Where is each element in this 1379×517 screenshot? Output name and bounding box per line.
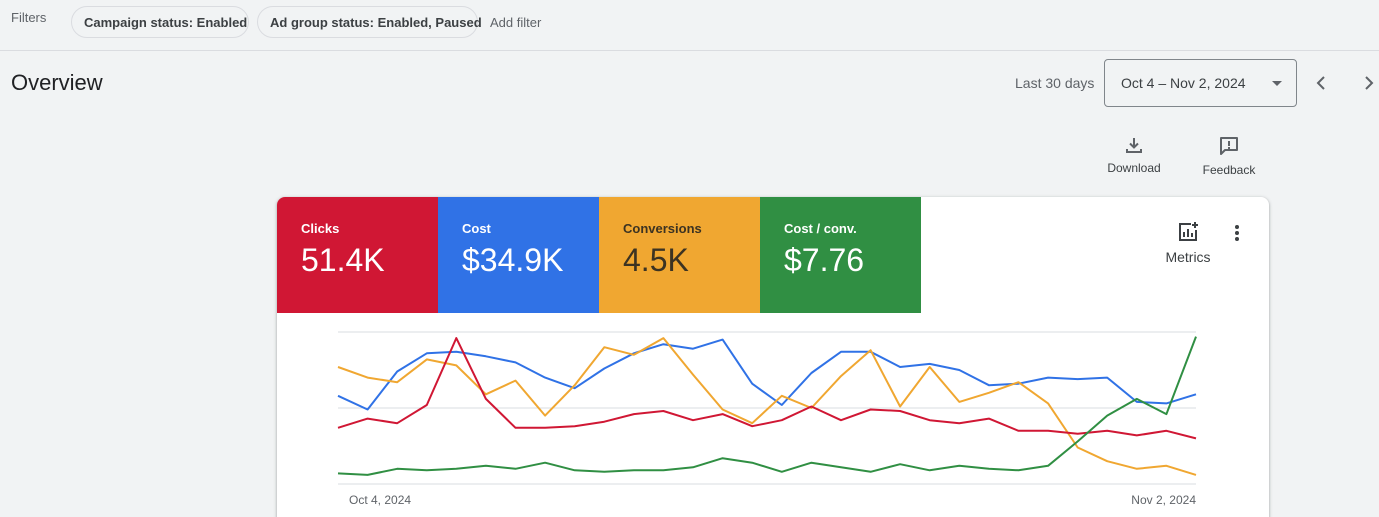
- scorecard-conversions[interactable]: Conversions 4.5K: [599, 197, 760, 313]
- scorecard-value: $7.76: [784, 242, 865, 278]
- add-filter-link[interactable]: Add filter: [490, 15, 542, 30]
- download-button[interactable]: Download: [1094, 135, 1174, 175]
- scorecard-clicks[interactable]: Clicks 51.4K: [277, 197, 438, 313]
- filter-chip-label: Campaign status: Enabled: [84, 14, 248, 30]
- more-vert-icon: [1235, 225, 1239, 241]
- scorecard-label: Cost: [462, 221, 491, 236]
- series-line-cost_per_conv: [337, 336, 1197, 476]
- series-line-cost: [337, 338, 1197, 411]
- filters-label: Filters: [11, 10, 47, 25]
- scorecard-value: $34.9K: [462, 242, 564, 278]
- performance-card: Clicks 51.4K Cost $34.9K Conversions 4.5…: [277, 197, 1269, 517]
- feedback-button[interactable]: Feedback: [1189, 135, 1269, 177]
- download-icon: [1126, 138, 1142, 153]
- metrics-button[interactable]: Metrics: [1157, 221, 1219, 265]
- performance-line-chart: Oct 4, 2024 Nov 2, 2024: [337, 331, 1197, 507]
- scorecard-label: Cost / conv.: [784, 221, 857, 236]
- scorecard-value: 4.5K: [623, 242, 689, 278]
- series-line-clicks: [337, 337, 1197, 440]
- filter-chip-label: Ad group status: Enabled, Paused: [270, 14, 482, 30]
- chevron-left-icon: [1316, 76, 1325, 90]
- x-tick-end: Nov 2, 2024: [1131, 493, 1196, 507]
- scorecard-label: Clicks: [301, 221, 340, 236]
- page-title: Overview: [11, 70, 103, 95]
- date-range-select[interactable]: Oct 4 – Nov 2, 2024: [1104, 59, 1297, 107]
- scorecard-cost[interactable]: Cost $34.9K: [438, 197, 599, 313]
- chevron-right-icon: [1365, 76, 1374, 90]
- dropdown-caret-icon: [1272, 81, 1282, 86]
- scorecard-value: 51.4K: [301, 242, 385, 278]
- next-period-button[interactable]: [1356, 70, 1379, 96]
- x-tick-start: Oct 4, 2024: [349, 493, 411, 507]
- feedback-label: Feedback: [1202, 163, 1256, 177]
- more-options-button[interactable]: [1227, 223, 1247, 243]
- filter-chip-ad-group-status[interactable]: Ad group status: Enabled, Paused: [257, 6, 482, 38]
- feedback-icon: [1220, 137, 1238, 155]
- date-range-value: Oct 4 – Nov 2, 2024: [1121, 75, 1246, 91]
- download-label: Download: [1107, 161, 1161, 175]
- chart-series-group: [337, 336, 1197, 476]
- add-chart-icon: [1179, 222, 1198, 241]
- date-range-preset-label: Last 30 days: [1015, 75, 1095, 91]
- chart-grid: [338, 331, 1196, 485]
- scorecard-label: Conversions: [623, 221, 702, 236]
- filter-bar: Filters Campaign status: Enabled Ad grou…: [0, 0, 1379, 51]
- previous-period-button[interactable]: [1308, 70, 1334, 96]
- scorecard-cost-per-conversion[interactable]: Cost / conv. $7.76: [760, 197, 921, 313]
- filter-chip-campaign-status[interactable]: Campaign status: Enabled: [71, 6, 249, 38]
- metrics-label: Metrics: [1165, 249, 1211, 265]
